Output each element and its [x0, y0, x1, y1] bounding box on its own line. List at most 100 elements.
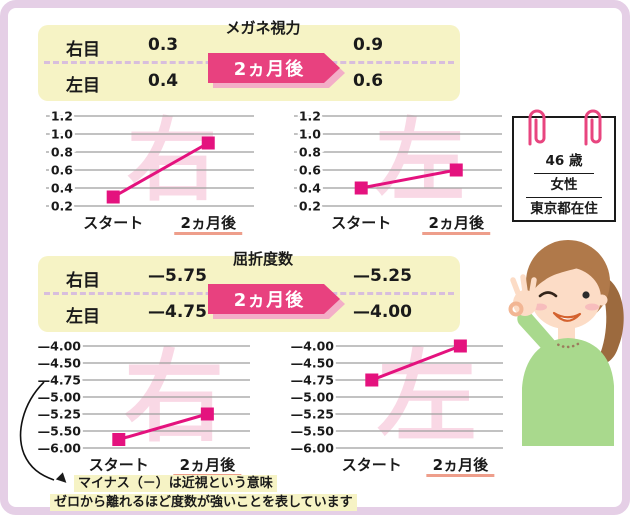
badge-label: 2ヵ月後 — [208, 53, 340, 83]
left-eye-label: 左目 — [66, 76, 100, 96]
bangs-shape — [530, 247, 605, 296]
y-tick-label: 0.4 — [51, 181, 73, 196]
right-eye-label: 右目 — [66, 271, 100, 291]
y-tick-label: —4.50 — [38, 356, 81, 371]
y-tick-label: —4.50 — [291, 356, 334, 371]
y-tick-label: 0.6 — [299, 163, 321, 178]
y-tick-label: 0.8 — [51, 145, 73, 160]
data-point — [354, 181, 368, 195]
data-line — [360, 168, 457, 190]
x-category-label: スタート — [331, 214, 391, 232]
y-tick-label: 0.2 — [51, 199, 73, 214]
paperclip-icons — [528, 109, 602, 146]
category-underline — [174, 232, 243, 235]
left-eye-before-value: —4.75 — [148, 302, 207, 322]
y-tick-label: —5.25 — [291, 407, 334, 422]
footnote-text-2: ゼロから離れるほど度数が強いことを表しています — [50, 494, 357, 511]
data-point — [449, 163, 463, 177]
chart-left-eye-refraction: 左 —4.00 —4.50 —4.75 —5.00 —5.25 —5.50 —6.00 スタート… — [291, 336, 511, 482]
woman-illustration — [508, 240, 624, 446]
data-line — [112, 141, 209, 199]
smile-mouth — [552, 311, 582, 322]
wink-eye — [538, 291, 558, 298]
two-months-badge: 2ヵ月後 — [208, 284, 340, 314]
footnote-arrow-curve — [19, 382, 55, 481]
footnote-line-1: マイナス（－）は近視という意味 — [74, 472, 277, 492]
x-category-label: 2ヵ月後 — [180, 456, 236, 474]
x-category-label: スタート — [342, 456, 402, 474]
chart-right-eye-refraction: 右 —4.00 —4.50 —4.75 —5.00 —5.25 —5.50 —6.00 スタート… — [38, 336, 258, 482]
profile-age: 46 歳 — [534, 150, 594, 174]
data-point — [106, 190, 120, 204]
y-tick-label: —5.00 — [38, 390, 81, 405]
line-chart: 左 1.2 1.0 0.8 0.6 0.4 0.2 スタート 2ヵ月後 — [294, 106, 502, 235]
data-line — [371, 344, 461, 382]
refraction-summary-box: 屈折度数 右目 —5.75 —5.25 左目 —4.75 —4.00 2ヵ月後 — [38, 250, 460, 332]
badge-label: 2ヵ月後 — [208, 284, 340, 314]
right-eye-before-value: —5.75 — [148, 266, 207, 286]
x-category-label: 2ヵ月後 — [429, 214, 485, 232]
x-category-label: スタート — [89, 456, 149, 474]
y-tick-label: 1.0 — [299, 127, 321, 142]
y-tick-label: 1.0 — [51, 127, 73, 142]
vision-summary-title: メガネ視力 — [225, 19, 301, 37]
left-eye-after-value: —4.00 — [353, 302, 412, 322]
vision-right-eye-row: 右目 0.3 0.9 — [38, 35, 460, 60]
footnote-line-2: ゼロから離れるほど度数が強いことを表しています — [50, 491, 357, 511]
two-months-badge: 2ヵ月後 — [208, 53, 340, 83]
chart-right-eye-vision: 右 1.2 1.0 0.8 0.6 0.4 0.2 スタート 2ヵ月後 — [42, 106, 262, 240]
profile-gender: 女性 — [526, 174, 602, 198]
right-eye-label: 右目 — [66, 40, 100, 60]
line-chart: 右—4.00—4.50—4.75—5.00—5.25—5.50—6.00スタート… — [38, 336, 250, 477]
left-eye-before-value: 0.4 — [148, 71, 179, 91]
line-chart: 左—4.00—4.50—4.75—5.00—5.25—5.50—6.00スタート… — [291, 336, 503, 477]
ponytail-shape — [597, 276, 624, 364]
y-tick-label: —5.50 — [38, 424, 81, 439]
refraction-summary-title: 屈折度数 — [232, 250, 294, 268]
category-underline — [422, 232, 491, 235]
y-tick-label: 0.2 — [299, 199, 321, 214]
y-tick-label: —6.00 — [291, 441, 334, 456]
paperclip-icon — [528, 109, 546, 146]
y-tick-label: 1.2 — [51, 109, 73, 124]
y-tick-label: —5.00 — [291, 390, 334, 405]
data-point — [200, 407, 214, 421]
x-category-label: 2ヵ月後 — [433, 456, 489, 474]
vision-summary-box: メガネ視力 右目 0.3 0.9 左目 0.4 0.6 2ヵ月後 — [38, 19, 460, 101]
y-tick-label: 0.4 — [299, 181, 321, 196]
y-tick-label: 0.6 — [51, 163, 73, 178]
arm-sleeve-shape — [517, 309, 556, 358]
data-line — [118, 412, 208, 441]
chart-left-eye-vision: 左 1.2 1.0 0.8 0.6 0.4 0.2 スタート 2ヵ月後 — [290, 106, 510, 240]
x-category-label: スタート — [83, 214, 143, 232]
y-tick-label: —4.00 — [291, 339, 334, 354]
chart-watermark: 右 — [127, 109, 217, 214]
vision-left-eye-row: 左目 0.4 0.6 — [38, 71, 460, 96]
refraction-left-eye-row: 左目 —4.75 —4.00 — [38, 302, 460, 327]
y-tick-label: —5.50 — [291, 424, 334, 439]
paperclip-icon — [584, 109, 602, 146]
profile-card: 46 歳 女性 東京都在住 — [512, 109, 616, 222]
y-tick-label: 1.2 — [299, 109, 321, 124]
y-tick-label: —4.75 — [291, 373, 334, 388]
data-point — [365, 373, 379, 387]
y-tick-label: —4.75 — [38, 373, 81, 388]
right-eye-after-value: 0.9 — [353, 35, 384, 55]
necklace — [552, 340, 583, 349]
x-category-label: 2ヵ月後 — [181, 214, 237, 232]
y-tick-label: —4.00 — [38, 339, 81, 354]
ok-hand — [508, 274, 537, 317]
y-tick-label: 0.8 — [299, 145, 321, 160]
right-eye-after-value: —5.25 — [353, 266, 412, 286]
data-point — [453, 339, 467, 353]
face-shape — [531, 267, 601, 329]
data-point — [112, 433, 126, 446]
right-eye-before-value: 0.3 — [148, 35, 179, 55]
refraction-right-eye-row: 右目 —5.75 —5.25 — [38, 266, 460, 291]
left-eye-after-value: 0.6 — [353, 71, 384, 91]
category-underline — [426, 474, 495, 477]
body-shape — [522, 338, 614, 446]
y-tick-label: —6.00 — [38, 441, 81, 456]
y-tick-label: —5.25 — [38, 407, 81, 422]
